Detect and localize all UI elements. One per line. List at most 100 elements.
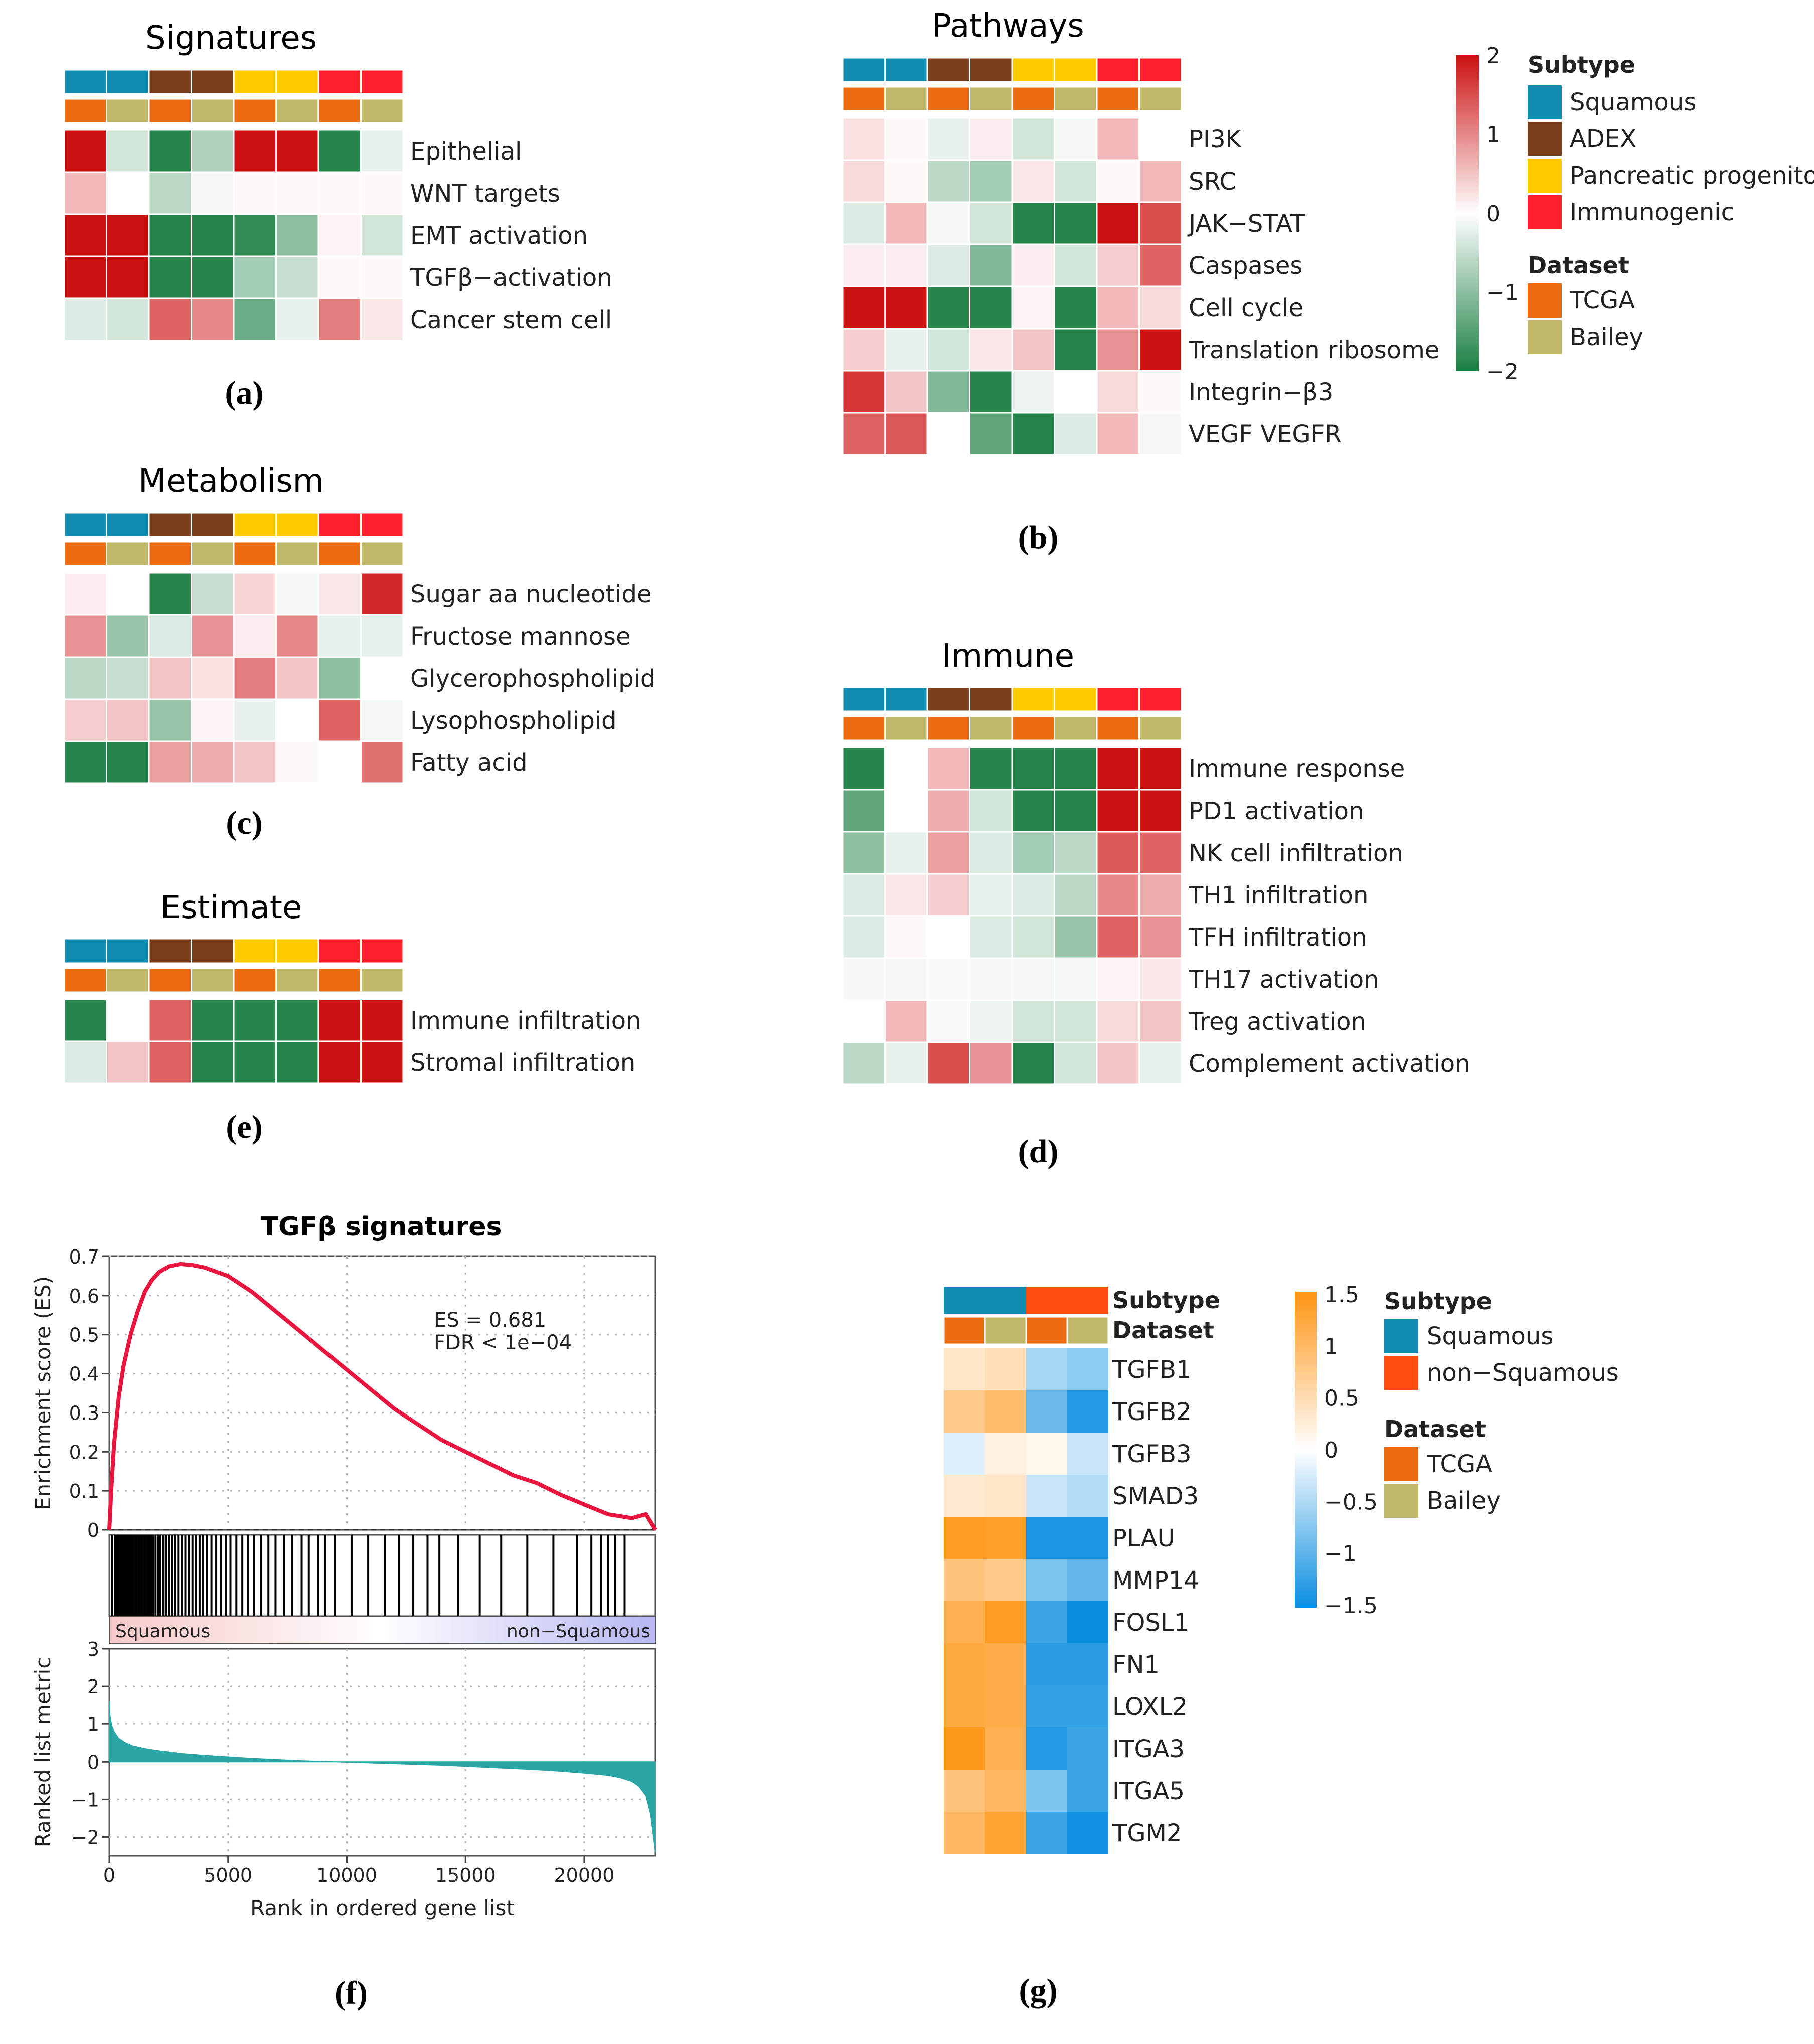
heatmap-cell xyxy=(63,213,107,257)
heatmap-cell xyxy=(1067,1433,1108,1475)
heatmap-cell xyxy=(1096,789,1140,833)
heatmap-cell xyxy=(1054,746,1098,791)
heatmap-cell xyxy=(926,328,970,372)
heatmap-cell xyxy=(969,159,1013,203)
heatmap-cell xyxy=(985,1812,1026,1854)
heatmap-cell xyxy=(106,656,150,700)
y-tick-label: 0.1 xyxy=(69,1480,99,1502)
heatmap-cell xyxy=(1054,789,1098,833)
heatmap-cell xyxy=(1096,746,1140,791)
heatmap-cell xyxy=(1054,328,1098,372)
heatmap-cell xyxy=(275,572,319,616)
heatmap-cell xyxy=(1096,370,1140,414)
heatmap-cell xyxy=(985,1348,1026,1390)
es-panel-frame xyxy=(108,1255,656,1531)
scale-tick-label: −1 xyxy=(1324,1541,1357,1567)
heatmap-cell xyxy=(1067,1559,1108,1601)
heatmap-cell xyxy=(1067,1770,1108,1812)
heatmap-cell xyxy=(926,915,970,959)
heatmap-cell xyxy=(926,831,970,875)
heatmap-cell xyxy=(317,255,362,299)
heatmap-cell xyxy=(191,614,235,658)
panel-c: Metabolism Sugar aa nucleotide Fructose m… xyxy=(63,462,655,841)
annotation-subtype-cell xyxy=(63,512,107,538)
annotation-dataset-cell xyxy=(1096,715,1140,741)
es-value-label: ES = 0.681 xyxy=(434,1309,546,1332)
x-tick-label: 0 xyxy=(103,1864,115,1886)
heatmap-cell xyxy=(1138,1041,1183,1085)
heatmap-cell xyxy=(1011,370,1055,414)
annotation-dataset-cell xyxy=(233,541,277,567)
heatmap-cell xyxy=(884,159,928,203)
legend-swatch xyxy=(1528,320,1562,354)
heatmap-cell xyxy=(884,370,928,414)
heatmap-row-label: VEGF VEGFR xyxy=(1189,420,1342,448)
annotation-dataset-cell xyxy=(106,967,150,993)
scale-tick-label: 2 xyxy=(1486,43,1500,69)
legend-swatch xyxy=(1384,1484,1418,1518)
scale-tick-label: −0.5 xyxy=(1324,1489,1378,1515)
heatmap-cell xyxy=(926,957,970,1001)
annotation-subtype-cell xyxy=(106,69,150,95)
heatmap-cell xyxy=(317,572,362,616)
heatmap-cell xyxy=(1067,1812,1108,1854)
annotation-subtype-cell xyxy=(275,512,319,538)
heatmap-row-label: FN1 xyxy=(1112,1651,1160,1679)
annotation-dataset-cell xyxy=(1138,86,1183,112)
x-tick-label: 5000 xyxy=(204,1864,252,1886)
heatmap-cell xyxy=(1067,1685,1108,1727)
heatmap-cell xyxy=(1054,117,1098,161)
annotation-dataset-cell xyxy=(275,967,319,993)
heatmap-cell xyxy=(1138,746,1183,791)
annotation-subtype-cell xyxy=(317,512,362,538)
legend-item-label: Immunogenic xyxy=(1570,198,1734,226)
legend-item-label: Squamous xyxy=(1570,88,1696,116)
heatmap-cell xyxy=(926,117,970,161)
annotation-dataset-cell xyxy=(926,715,970,741)
annotation-subtype-cell xyxy=(926,57,970,83)
heatmap-cell xyxy=(969,915,1013,959)
heatmap-cell xyxy=(317,1040,362,1084)
heatmap-cell xyxy=(969,117,1013,161)
heatmap-row-label: Complement activation xyxy=(1189,1050,1470,1078)
heatmap-cell xyxy=(1011,873,1055,917)
annotation-subtype-cell xyxy=(969,57,1013,83)
annotation-subtype-cell xyxy=(275,938,319,964)
annotation-dataset-cell xyxy=(275,541,319,567)
heatmap-cell xyxy=(1011,243,1055,287)
legend-swatch xyxy=(1528,159,1562,193)
heatmap-row-label: Stromal infiltration xyxy=(410,1049,635,1077)
heatmap-cell xyxy=(969,285,1013,330)
heatmap-row-label: Epithelial xyxy=(410,137,522,166)
heatmap-cell xyxy=(1011,328,1055,372)
x-tick-label: 20000 xyxy=(554,1864,615,1886)
fdr-value-label: FDR < 1e−04 xyxy=(434,1331,572,1354)
heatmap-cell xyxy=(1096,999,1140,1043)
heatmap-cell xyxy=(191,255,235,299)
heatmap-cell xyxy=(360,213,404,257)
heatmap-cell xyxy=(275,171,319,215)
y-tick-label: 0 xyxy=(87,1519,99,1541)
annotation-dataset-cell xyxy=(63,967,107,993)
y-tick-label: 1 xyxy=(87,1713,99,1736)
heatmap-cell xyxy=(63,740,107,784)
scale-tick-label: 1 xyxy=(1486,122,1500,148)
annotation-dataset-cell xyxy=(360,541,404,567)
annotation-subtype-cell xyxy=(360,512,404,538)
annotation-subtype-cell xyxy=(191,512,235,538)
heatmap-cell xyxy=(1054,957,1098,1001)
heatmap-cell xyxy=(233,572,277,616)
heatmap-cell xyxy=(985,1559,1026,1601)
legend-subtype-title: Subtype xyxy=(1384,1288,1492,1315)
y-tick-label: 0.2 xyxy=(69,1441,99,1463)
heatmap-cell xyxy=(275,698,319,742)
annotation-subtype-cell xyxy=(63,938,107,964)
heatmap-cell xyxy=(275,129,319,173)
heatmap-cell xyxy=(842,999,886,1043)
heatmap-cell xyxy=(1067,1727,1108,1770)
annotation-dataset-cell xyxy=(984,1316,1027,1345)
annotation-subtype-cell xyxy=(944,1287,1026,1314)
heatmap-cell xyxy=(106,171,150,215)
heatmap-cell xyxy=(317,213,362,257)
heatmap-cell xyxy=(360,740,404,784)
